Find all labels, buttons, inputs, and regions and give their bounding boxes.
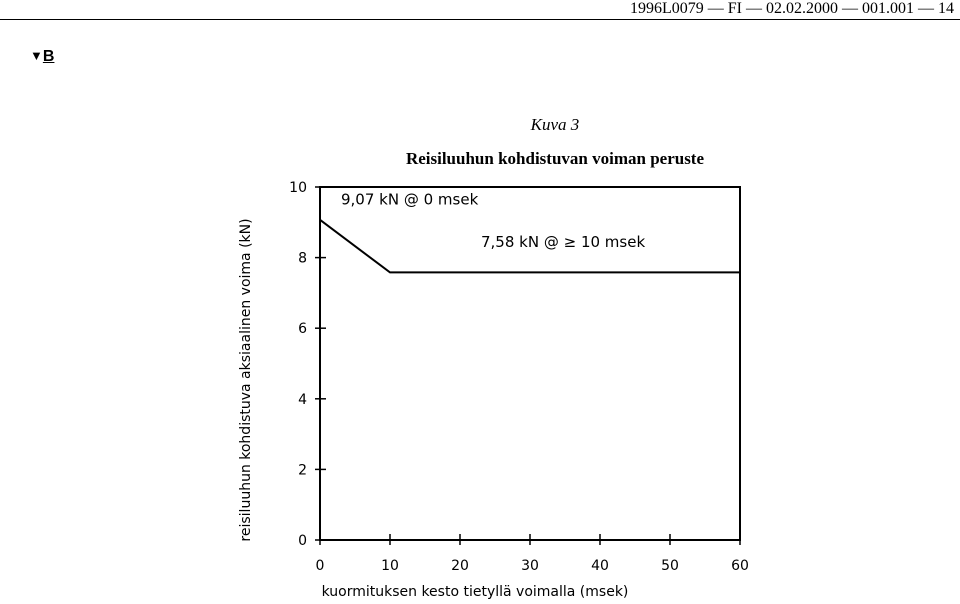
figure-label: Kuva 3 — [530, 115, 580, 134]
document-header: 1996L0079 — FI — 02.02.2000 — 001.001 — … — [630, 0, 954, 17]
x-tick-label: 60 — [731, 558, 749, 574]
x-axis-label: kuormituksen kesto tietyllä voimalla (ms… — [322, 584, 629, 600]
data-annotation: 9,07 kN @ 0 msek — [341, 191, 479, 209]
y-tick-label: 8 — [298, 251, 307, 267]
x-tick-label: 50 — [661, 558, 679, 574]
chart-title: Reisiluuhun kohdistuvan voiman peruste — [405, 149, 705, 168]
header-rule — [0, 19, 960, 20]
y-tick-label: 2 — [298, 462, 307, 478]
y-axis-label: reisiluuhun kohdistuva aksiaalinen voima… — [238, 218, 254, 541]
data-annotation: 7,58 kN @ ≥ 10 msek — [481, 233, 645, 251]
x-tick-label: 10 — [381, 558, 399, 574]
y-tick-label: 4 — [298, 392, 307, 408]
x-tick-label: 0 — [316, 558, 325, 574]
triangle-down-icon: ▼ — [30, 48, 43, 63]
y-tick-label: 0 — [298, 533, 307, 549]
x-tick-label: 30 — [521, 558, 539, 574]
x-tick-label: 20 — [451, 558, 469, 574]
y-tick-label: 6 — [298, 321, 307, 337]
amendment-marker: ▼B — [30, 48, 54, 66]
x-tick-label: 40 — [591, 558, 609, 574]
series-line — [319, 219, 740, 274]
marker-letter: B — [42, 48, 55, 65]
y-tick-label: 10 — [289, 180, 307, 196]
